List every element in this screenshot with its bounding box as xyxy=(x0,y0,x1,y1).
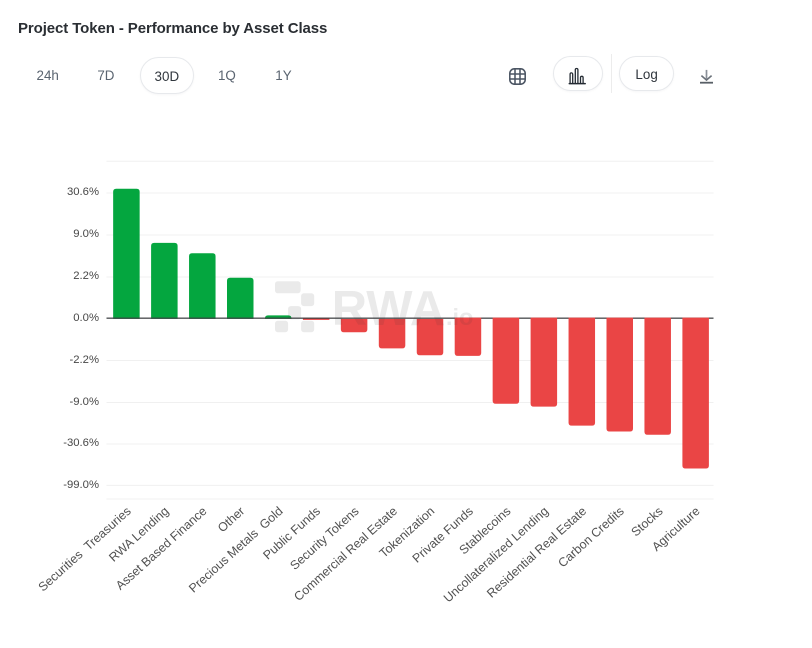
svg-text:RWA: RWA xyxy=(332,282,445,336)
svg-text:.io: .io xyxy=(446,304,473,330)
